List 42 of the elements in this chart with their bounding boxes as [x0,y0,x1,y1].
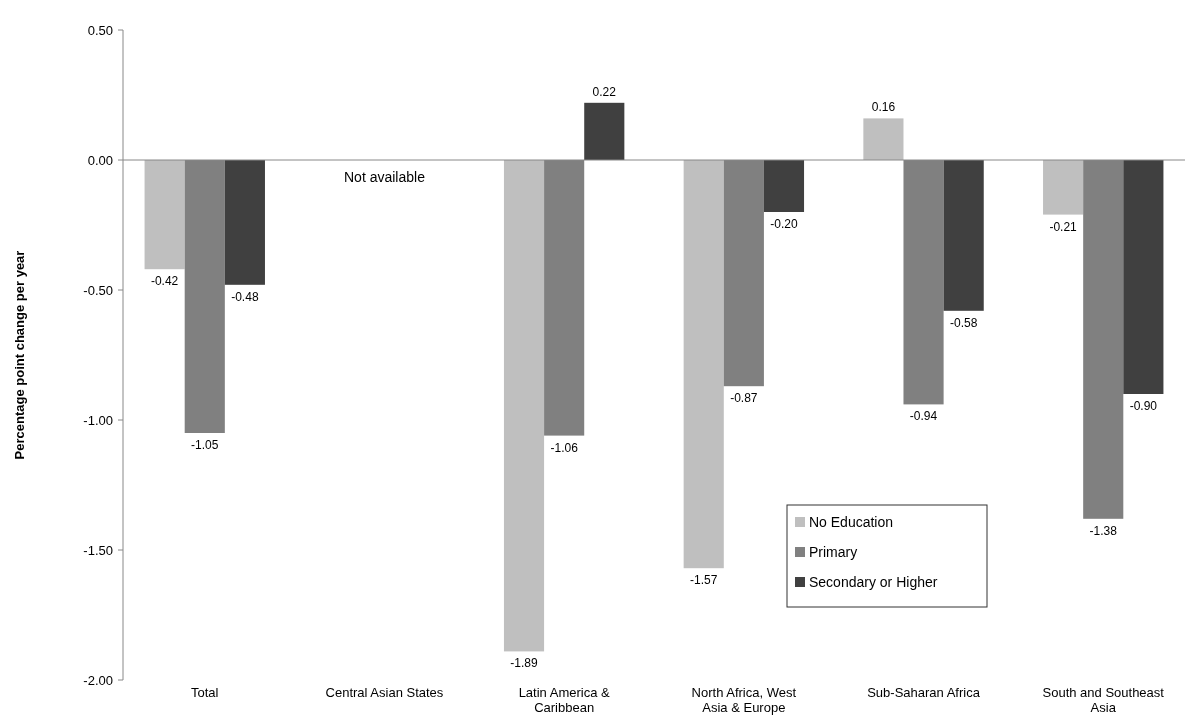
data-label: -1.57 [690,573,718,588]
data-label: -0.48 [231,289,259,304]
bar [683,160,724,569]
data-label: -0.87 [730,391,758,406]
data-label: -0.21 [1049,219,1078,234]
data-label: -0.42 [150,274,179,289]
y-tick-label: -1.50 [83,542,113,558]
data-label: -1.38 [1089,523,1118,538]
legend-label: Primary [809,543,858,560]
x-tick-label: North Africa, West Asia & Europe [691,685,797,715]
y-axis-title: Percentage point change per year [12,250,27,460]
x-tick-label: South and Southeast Asia [1042,685,1165,715]
data-label: -1.06 [550,440,579,455]
legend-label: No Education [809,513,894,530]
y-tick-label: 0.00 [87,152,113,168]
y-tick-label: -1.00 [83,412,113,428]
x-tick-label: Total [191,685,219,700]
bar [224,160,265,285]
bar [763,160,805,212]
y-tick-label: -2.00 [83,672,113,688]
bar [863,118,904,160]
data-label: 0.22 [592,84,617,99]
data-label: -1.05 [191,438,219,452]
bar [1123,160,1164,394]
bar [943,160,984,311]
data-label: -0.94 [909,409,938,424]
bar [584,102,625,160]
y-tick-label: -0.50 [83,282,113,298]
annotation: Not available [343,169,426,185]
data-label: -0.20 [770,217,798,231]
data-label: -0.90 [1129,399,1158,413]
x-tick-label: Sub-Saharan Africa [867,685,981,700]
bar [144,160,185,270]
data-label: -1.89 [510,656,539,671]
x-tick-label: Central Asian States [325,685,444,700]
y-tick-label: 0.50 [87,22,113,38]
x-tick-label: Latin America & Caribbean [518,685,610,715]
data-label: 0.16 [871,100,896,115]
data-label: -0.58 [950,315,978,330]
legend-label: Secondary or Higher [809,573,938,590]
bar [503,160,545,652]
bar [1043,160,1084,215]
